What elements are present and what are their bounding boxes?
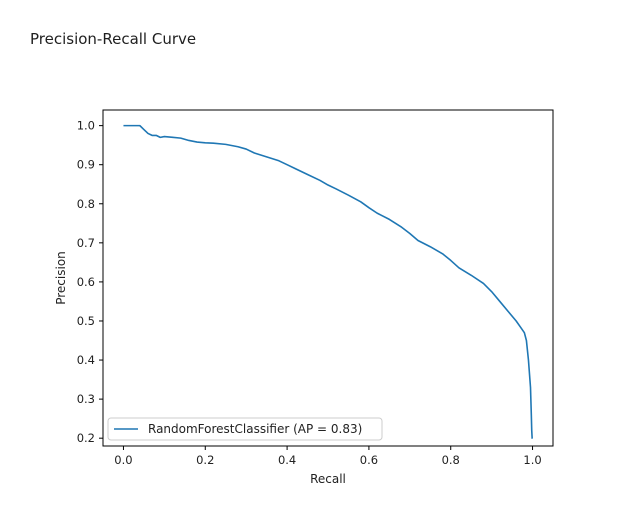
plot-frame bbox=[102, 109, 554, 447]
x-axis-label: Recall bbox=[310, 472, 346, 486]
x-tick-label: 0.4 bbox=[278, 453, 296, 467]
y-tick-label: 0.2 bbox=[77, 431, 95, 445]
legend-label: RandomForestClassifier (AP = 0.83) bbox=[148, 422, 362, 436]
legend: RandomForestClassifier (AP = 0.83) bbox=[107, 417, 383, 441]
x-tick-label: 0.0 bbox=[114, 453, 132, 467]
x-tick-label: 0.6 bbox=[360, 453, 378, 467]
y-tick-label: 0.9 bbox=[77, 158, 95, 172]
y-tick-label: 0.3 bbox=[77, 392, 95, 406]
y-tick-label: 0.7 bbox=[77, 236, 95, 250]
page-title: Precision-Recall Curve bbox=[30, 30, 197, 48]
x-tick-label: 1.0 bbox=[523, 453, 541, 467]
y-tick-label: 0.5 bbox=[77, 314, 95, 328]
series-line-0 bbox=[123, 124, 533, 439]
y-tick-label: 0.4 bbox=[77, 353, 95, 367]
y-tick-label: 0.8 bbox=[77, 197, 95, 211]
y-tick-label: 1.0 bbox=[77, 119, 95, 133]
x-tick-label: 0.2 bbox=[196, 453, 214, 467]
y-tick-label: 0.6 bbox=[77, 275, 95, 289]
y-axis-label: Precision bbox=[54, 251, 68, 305]
x-tick-label: 0.8 bbox=[442, 453, 460, 467]
legend-box bbox=[107, 417, 383, 441]
